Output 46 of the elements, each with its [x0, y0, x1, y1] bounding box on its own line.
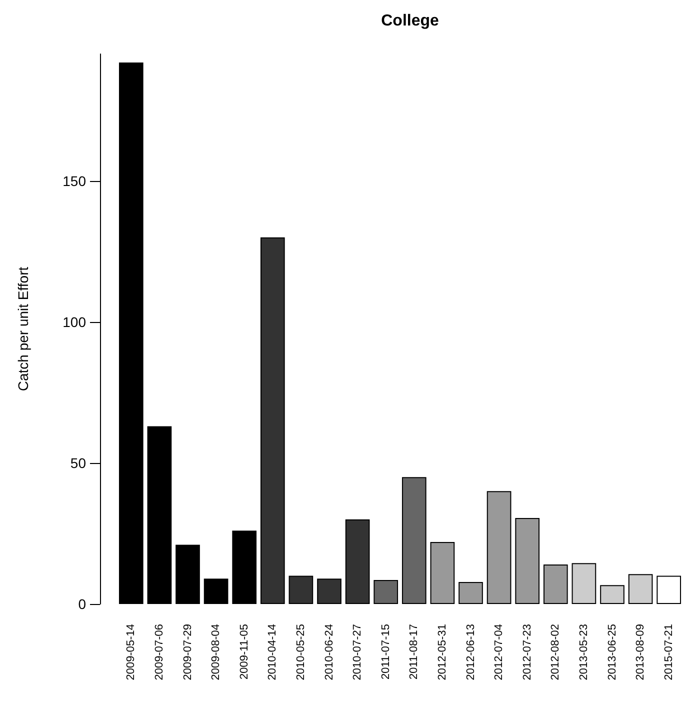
bar	[260, 237, 285, 604]
bar	[458, 582, 483, 604]
x-tick-label: 2010-06-24	[323, 624, 336, 680]
x-tick-label: 2015-07-21	[662, 624, 675, 680]
bar	[543, 564, 568, 604]
x-tick-label: 2012-05-31	[436, 624, 448, 680]
bar	[402, 477, 426, 604]
bar	[176, 544, 200, 604]
y-tick-label: 0	[78, 596, 86, 612]
x-tick-label: 2010-07-27	[352, 624, 364, 680]
bar	[204, 578, 228, 604]
bar	[374, 580, 398, 604]
x-tick-label: 2011-08-17	[408, 624, 420, 680]
x-tick-label: 2009-11-05	[238, 624, 250, 680]
bar	[572, 563, 596, 604]
bar	[515, 518, 540, 604]
bar	[600, 585, 624, 604]
bar	[317, 578, 342, 604]
bar	[345, 519, 370, 604]
bar	[232, 530, 257, 604]
bar	[628, 574, 653, 604]
x-tick-label: 2009-08-04	[210, 624, 222, 680]
y-tick-label: 50	[70, 454, 86, 471]
x-tick-label: 2011-07-15	[380, 624, 392, 680]
x-tick-label: 2009-05-14	[125, 624, 138, 680]
x-tick-label: 2012-06-13	[464, 624, 477, 680]
x-tick-label: 2009-07-29	[182, 624, 194, 680]
bar	[288, 576, 314, 604]
bar	[486, 491, 512, 604]
x-tick-label: 2012-07-04	[493, 624, 506, 680]
x-tick-label: 2009-07-06	[153, 624, 166, 680]
x-tick-label: 2010-04-14	[266, 624, 279, 680]
y-axis-title: Catch per unit Effort	[15, 266, 31, 392]
bar	[118, 62, 144, 604]
bar	[656, 576, 682, 604]
x-tick-label: 2010-05-25	[294, 624, 307, 680]
x-tick-label: 2013-08-09	[634, 624, 647, 680]
x-tick-label: 2013-06-25	[606, 624, 618, 680]
bar	[430, 542, 455, 604]
y-tick-label: 100	[62, 314, 86, 330]
x-tick-label: 2012-08-02	[550, 624, 562, 680]
bar	[147, 426, 172, 604]
x-tick-label: 2013-05-23	[578, 624, 590, 680]
x-tick-label: 2012-07-23	[521, 624, 534, 680]
chart-title: College	[381, 12, 439, 30]
y-tick-label: 150	[62, 172, 86, 189]
